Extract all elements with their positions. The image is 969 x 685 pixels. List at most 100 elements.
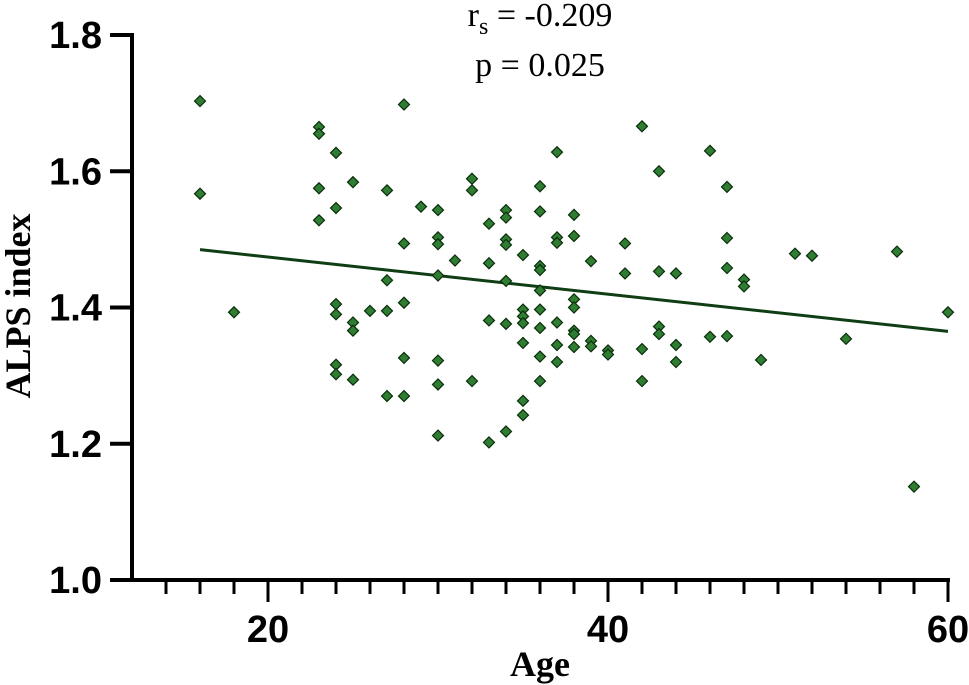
data-point [720, 231, 734, 245]
data-point [465, 183, 479, 197]
data-point [465, 172, 479, 186]
data-point [227, 305, 241, 319]
data-point [618, 237, 632, 250]
data-point [516, 336, 530, 350]
data-point [601, 348, 615, 361]
data-point [380, 183, 394, 197]
data-point [431, 237, 445, 251]
data-point [703, 144, 717, 158]
spearman-annotation: rs = -0.209 [468, 0, 613, 40]
data-point [193, 94, 207, 108]
data-point [516, 316, 530, 330]
x-tick-label: 20 [247, 609, 289, 651]
data-point [890, 245, 904, 258]
data-point [397, 296, 411, 310]
data-point [312, 213, 326, 227]
trend-line-group [199, 248, 949, 333]
data-point [533, 303, 547, 316]
data-point [635, 374, 649, 388]
data-point [567, 229, 581, 243]
data-point [431, 203, 445, 217]
data-point [397, 351, 411, 365]
data-point [669, 338, 683, 352]
data-point [550, 355, 564, 369]
data-point [754, 353, 768, 367]
rs-prefix: r [468, 0, 480, 34]
data-point [414, 200, 428, 214]
data-point [584, 254, 598, 268]
x-axis-title: Age [510, 644, 570, 684]
data-point [431, 429, 445, 442]
data-point [516, 248, 530, 262]
data-point [380, 273, 394, 287]
data-point [482, 217, 496, 231]
data-point [397, 389, 411, 403]
data-point [482, 314, 496, 327]
data-point [312, 181, 326, 195]
x-tick-label: 40 [587, 609, 629, 651]
data-point [499, 238, 513, 252]
data-point [431, 378, 445, 391]
data-point [720, 329, 734, 343]
data-point [329, 297, 343, 311]
data-point [329, 146, 343, 160]
data-point [737, 280, 751, 293]
data-point [533, 284, 547, 297]
data-point [516, 408, 530, 422]
data-point [550, 145, 564, 159]
y-axis-title: ALPS index [0, 213, 38, 398]
data-point [669, 355, 683, 369]
data-point [652, 265, 666, 278]
data-point [533, 263, 547, 277]
data-point [448, 254, 462, 267]
x-tick-label: 60 [927, 609, 969, 651]
data-point [193, 187, 207, 201]
y-tick-label: 1.8 [49, 15, 102, 57]
data-point [567, 208, 581, 222]
data-point [380, 389, 394, 403]
data-point [941, 305, 955, 319]
y-tick-label: 1.6 [49, 151, 102, 193]
rs-subscript: s [479, 14, 488, 40]
y-axis: 1.0 1.2 1.4 1.6 1.8 [49, 15, 134, 602]
data-point [499, 425, 513, 438]
data-point [397, 237, 411, 250]
data-point [788, 247, 802, 261]
data-point [618, 267, 632, 280]
data-point [720, 180, 734, 194]
data-point [533, 205, 547, 218]
data-point [652, 164, 666, 178]
data-point [482, 256, 496, 270]
data-point [635, 342, 649, 356]
data-point [329, 367, 343, 381]
data-point [550, 316, 564, 329]
data-point [516, 394, 530, 408]
data-point [533, 321, 547, 335]
y-tick-label: 1.0 [49, 560, 102, 602]
data-point [482, 436, 496, 449]
data-point [567, 340, 581, 354]
data-point [669, 267, 683, 280]
data-point [567, 327, 581, 341]
data-point [499, 211, 513, 224]
y-tick-label: 1.4 [49, 288, 102, 330]
data-point [431, 269, 445, 282]
data-point [635, 119, 649, 133]
data-point [499, 274, 513, 288]
data-point [499, 317, 513, 331]
x-axis: 20 40 60 [130, 578, 969, 651]
data-point [380, 304, 394, 318]
data-point [703, 330, 717, 344]
data-point [397, 98, 411, 111]
data-point [312, 127, 326, 141]
rs-value: = -0.209 [488, 0, 612, 34]
data-points [193, 94, 955, 494]
data-point [550, 236, 564, 250]
data-point [363, 304, 377, 318]
regression-line [199, 248, 949, 333]
data-point [584, 339, 598, 353]
data-point [533, 350, 547, 363]
data-point [431, 354, 445, 367]
data-point [346, 175, 360, 189]
